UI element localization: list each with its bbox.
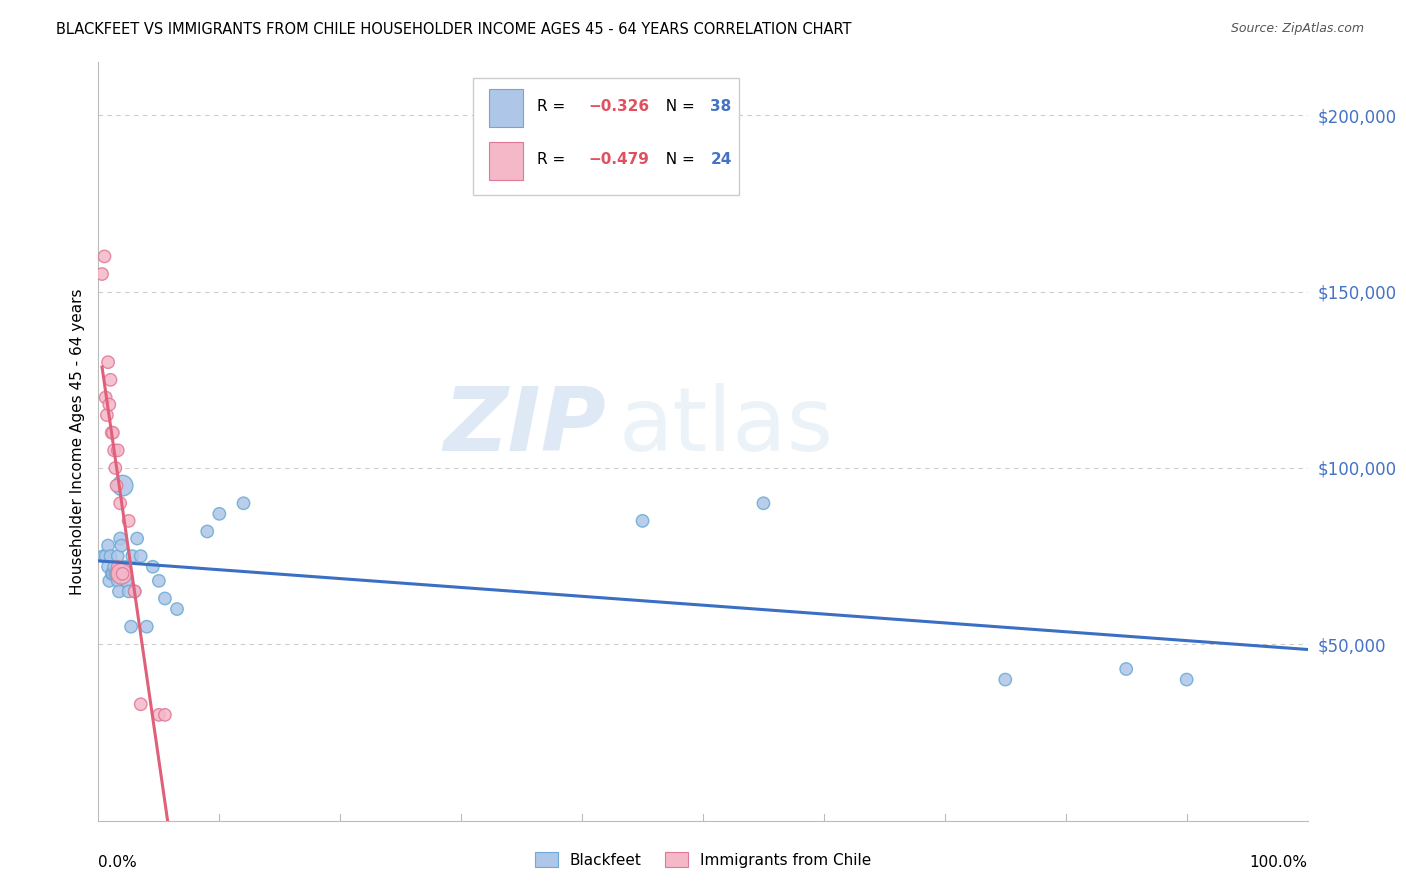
Point [105, 566, 128, 581]
Point [108, 566, 131, 581]
Text: 24: 24 [710, 152, 731, 167]
Text: R =: R = [537, 152, 571, 167]
Point [118, 584, 141, 599]
Point [103, 559, 125, 574]
Point [111, 566, 134, 581]
Text: 38: 38 [710, 99, 731, 114]
Text: Source: ZipAtlas.com: Source: ZipAtlas.com [1230, 22, 1364, 36]
Point [166, 602, 188, 616]
Point [121, 549, 143, 563]
Point [124, 584, 146, 599]
Point [124, 584, 146, 599]
Point [93, 249, 115, 263]
FancyBboxPatch shape [474, 78, 740, 195]
Text: atlas: atlas [619, 383, 834, 470]
Point [631, 514, 654, 528]
Point [111, 478, 134, 492]
Point [101, 425, 124, 440]
Point [107, 443, 129, 458]
Point [98, 574, 121, 588]
FancyBboxPatch shape [489, 142, 523, 180]
Point [107, 549, 129, 563]
Point [97, 559, 120, 574]
Point [110, 566, 132, 581]
Point [100, 373, 122, 387]
Text: −0.326: −0.326 [588, 99, 650, 114]
Point [94, 391, 117, 405]
Text: R =: R = [537, 99, 571, 114]
Point [129, 549, 152, 563]
Text: −0.479: −0.479 [588, 152, 650, 167]
Point [118, 514, 141, 528]
Point [98, 397, 121, 411]
Point [195, 524, 218, 539]
Text: N =: N = [655, 152, 699, 167]
Text: ZIP: ZIP [443, 383, 606, 470]
Point [107, 559, 129, 574]
Point [108, 584, 131, 599]
Point [100, 549, 122, 563]
Text: BLACKFEET VS IMMIGRANTS FROM CHILE HOUSEHOLDER INCOME AGES 45 - 64 YEARS CORRELA: BLACKFEET VS IMMIGRANTS FROM CHILE HOUSE… [56, 22, 852, 37]
Point [91, 267, 114, 281]
Point [110, 539, 132, 553]
Point [135, 620, 157, 634]
Point [97, 355, 120, 369]
Point [115, 574, 138, 588]
Point [97, 539, 120, 553]
Text: N =: N = [655, 99, 699, 114]
Point [91, 549, 114, 563]
Point [127, 532, 149, 546]
Point [104, 566, 127, 581]
Point [142, 559, 165, 574]
Point [1115, 662, 1137, 676]
Point [96, 408, 118, 422]
Point [232, 496, 254, 510]
Point [100, 566, 122, 581]
Point [107, 574, 129, 588]
Point [103, 443, 125, 458]
Y-axis label: Householder Income Ages 45 - 64 years: Householder Income Ages 45 - 64 years [69, 288, 84, 595]
Point [153, 707, 176, 722]
Point [104, 461, 127, 475]
Point [105, 478, 128, 492]
Point [100, 425, 122, 440]
Point [129, 698, 152, 712]
Point [108, 496, 131, 510]
Point [94, 549, 117, 563]
Point [101, 566, 124, 581]
FancyBboxPatch shape [489, 89, 523, 127]
Point [752, 496, 775, 510]
Point [108, 532, 131, 546]
Legend: Blackfeet, Immigrants from Chile: Blackfeet, Immigrants from Chile [527, 844, 879, 875]
Point [153, 591, 176, 606]
Point [114, 559, 136, 574]
Point [148, 574, 170, 588]
Text: 100.0%: 100.0% [1250, 855, 1308, 870]
Point [148, 707, 170, 722]
Point [120, 620, 142, 634]
Point [108, 566, 131, 581]
Point [208, 507, 231, 521]
Point [1175, 673, 1198, 687]
Text: 0.0%: 0.0% [98, 855, 138, 870]
Point [994, 673, 1017, 687]
